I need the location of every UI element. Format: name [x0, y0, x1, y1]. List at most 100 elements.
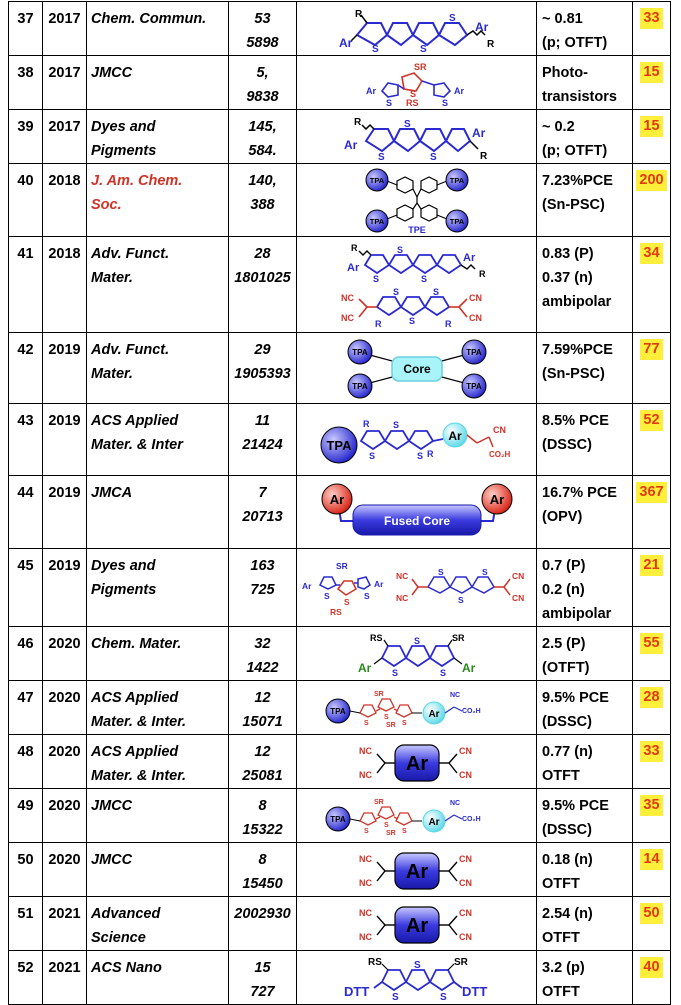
volume-page: 12 15071 — [228, 680, 297, 735]
citations: 35 — [632, 788, 671, 843]
volume-page: 53 5898 — [228, 1, 297, 56]
performance: 7.23%PCE (Sn-PSC) — [536, 163, 633, 237]
ar-dicyanovinyl-structure-icon: NC NC CN CN Ar — [359, 743, 472, 782]
citation-count: 33 — [640, 8, 663, 29]
svg-text:S: S — [369, 451, 375, 461]
journal: Adv. Funct. Mater. — [86, 332, 229, 404]
dtt-thioether-structure-icon: RS SR DTT DTT S S S — [344, 957, 487, 1002]
performance-line: 3.2 (p) — [542, 960, 585, 976]
svg-text:Ar: Ar — [405, 915, 427, 937]
performance-line: 0.2 (n) — [542, 582, 585, 598]
svg-text:CN: CN — [512, 593, 524, 603]
volume: 7 — [258, 485, 267, 501]
row-number: 41 — [8, 236, 43, 333]
volume: 53 — [254, 11, 271, 27]
svg-text:RS: RS — [406, 98, 419, 107]
svg-text:S: S — [433, 287, 439, 297]
svg-text:NC: NC — [341, 313, 354, 323]
year: 2017 — [42, 1, 87, 56]
year: 2019 — [42, 332, 87, 404]
page: 1422 — [246, 660, 279, 676]
citation-count: 77 — [640, 339, 663, 360]
structure-cell: TPA TPA TPA TPA Core — [296, 332, 537, 404]
svg-text:NC: NC — [359, 908, 372, 918]
svg-text:SR: SR — [386, 830, 396, 837]
performance: ~ 0.81 (p; OTFT) — [536, 1, 633, 56]
row-number: 39 — [8, 109, 43, 164]
year: 2017 — [42, 55, 87, 110]
journal-line: JMCC — [91, 798, 133, 814]
journal-line: Chem. Mater. — [91, 636, 182, 652]
page: 1905393 — [234, 366, 291, 382]
performance: 9.5% PCE (DSSC) — [536, 680, 633, 735]
volume-page: 8 15322 — [228, 788, 297, 843]
svg-text:NC: NC — [359, 878, 372, 888]
journal-line: ACS Nano — [91, 960, 162, 976]
year: 2020 — [42, 626, 87, 681]
svg-text:NC: NC — [396, 571, 408, 581]
journal-line: JMCC — [91, 65, 133, 81]
svg-text:RS: RS — [330, 607, 342, 617]
structure-cell: RS SR DTT DTT S S S — [296, 950, 537, 1005]
performance-line: 0.83 (P) — [542, 246, 594, 262]
svg-text:RS: RS — [370, 633, 383, 643]
svg-text:S: S — [421, 274, 427, 284]
journal-line: Mater. & Inter — [91, 437, 183, 453]
journal-line: ACS Applied — [91, 690, 179, 706]
svg-text:Ar: Ar — [462, 661, 476, 675]
svg-text:S: S — [384, 822, 389, 829]
year: 2019 — [42, 403, 87, 476]
year: 2020 — [42, 680, 87, 735]
page: 21424 — [242, 437, 283, 453]
performance: 3.2 (p) OTFT — [536, 950, 633, 1005]
citations: 50 — [632, 896, 671, 951]
svg-text:SR: SR — [386, 722, 396, 729]
year: 2021 — [42, 950, 87, 1005]
journal: Chem. Commun. — [86, 1, 229, 56]
journal: ACS Applied Mater. & Inter. — [86, 734, 229, 789]
performance-line: Photo- — [542, 65, 588, 81]
volume: 145, — [248, 119, 277, 135]
svg-text:S: S — [402, 720, 407, 727]
svg-text:S: S — [402, 828, 407, 835]
volume-page: 11 21424 — [228, 403, 297, 476]
volume: 32 — [254, 636, 271, 652]
volume-page: 7 20713 — [228, 475, 297, 549]
journal-line: Adv. Funct. — [91, 246, 170, 262]
performance-line: 16.7% PCE — [542, 485, 617, 501]
fused-thiophene-dicyano-structure-icon: R Ar S S S Ar R NC NC CN CN S S S R R — [341, 243, 486, 329]
performance: 2.5 (P) (OTFT) — [536, 626, 633, 681]
year: 2021 — [42, 896, 87, 951]
row-number: 46 — [8, 626, 43, 681]
svg-text:CN: CN — [459, 878, 472, 888]
svg-text:R: R — [480, 151, 488, 161]
volume-page: 15 727 — [228, 950, 297, 1005]
svg-text:TPA: TPA — [466, 382, 482, 391]
volume: 28 — [254, 246, 271, 262]
citation-count: 52 — [640, 410, 663, 431]
structure-cell: R Ar S S S Ar R — [296, 1, 537, 56]
svg-text:R: R — [363, 419, 370, 429]
volume: 15 — [254, 960, 271, 976]
tpe-tpa-structure-icon: TPA TPA TPA TPA TPE — [365, 168, 468, 235]
performance-line: OTFT — [542, 984, 580, 1000]
performance: 0.18 (n) OTFT — [536, 842, 633, 897]
structure-cell: NC NC CN CN Ar — [296, 896, 537, 951]
table-row: 37 2017 Chem. Commun. 53 5898 R Ar S S S … — [8, 1, 671, 56]
table-row: 43 2019 ACS Applied Mater. & Inter 11 2142… — [8, 403, 671, 476]
svg-text:Ar: Ar — [405, 861, 427, 883]
citations: 15 — [632, 109, 671, 164]
svg-text:S: S — [372, 44, 379, 53]
structure-cell: SR Ar S S S Ar RS NC NC CN CN S S S — [296, 548, 537, 627]
citation-count: 14 — [640, 849, 663, 870]
performance-line: (Sn-PSC) — [542, 197, 605, 213]
svg-text:S: S — [442, 98, 448, 107]
svg-text:Ar: Ar — [405, 753, 427, 775]
page: 20713 — [242, 509, 283, 525]
performance-line: (p; OTFT) — [542, 35, 608, 51]
page: 25081 — [242, 768, 283, 784]
svg-text:S: S — [364, 720, 369, 727]
tpa-terthiophene-dye-structure-icon: TPA SR SR S S S Ar NC CO₂H — [325, 691, 480, 729]
performance-line: 0.37 (n) — [542, 270, 593, 286]
volume-page: 145, 584. — [228, 109, 297, 164]
